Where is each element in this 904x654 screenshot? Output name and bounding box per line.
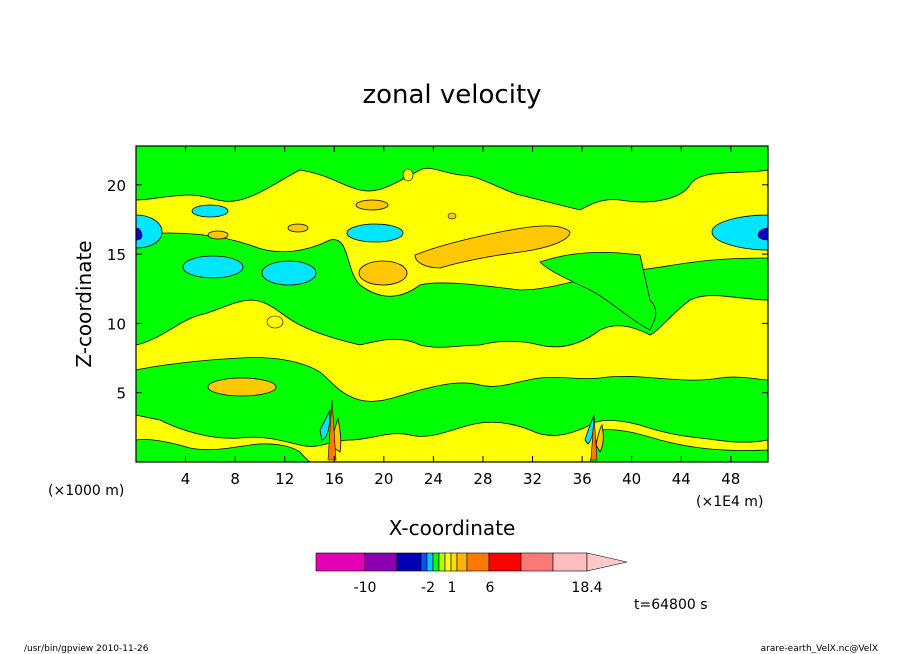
y-axis: 5 10 15 20 <box>107 177 768 403</box>
x-tick-label: 8 <box>230 470 240 488</box>
orange-cell-2 <box>207 377 277 397</box>
colorbar-segment <box>466 552 490 572</box>
orange-contours <box>207 199 604 453</box>
cyan-cell-2 <box>346 223 404 243</box>
colorbar-labels: -10 -2 1 6 18.4 <box>354 580 603 596</box>
colorbar-segment <box>438 552 446 572</box>
plot-area <box>135 145 769 463</box>
colorbar-extend-arrow <box>586 552 628 572</box>
x-tick-label: 12 <box>275 470 294 488</box>
colorbar-label: 6 <box>486 580 495 596</box>
x-tick-label: 44 <box>672 470 691 488</box>
colorbar-label: 1 <box>448 580 457 596</box>
x-tick-label: 28 <box>473 470 492 488</box>
footer-left: /usr/bin/gpview 2010-11-26 <box>24 644 149 654</box>
x-tick-label: 16 <box>325 470 344 488</box>
x-tick-label: 20 <box>374 470 393 488</box>
cyan-cell-right-edge <box>711 214 769 251</box>
orange-cell-5 <box>287 223 309 233</box>
x-tick-label: 32 <box>523 470 542 488</box>
y-axis-label: Z-coordinate <box>72 240 96 367</box>
cyan-cell-3 <box>182 255 244 279</box>
plot-frame <box>135 145 769 463</box>
y-tick-label: 20 <box>107 177 126 195</box>
yellow-island-1 <box>402 168 414 182</box>
orange-cell-1 <box>358 260 408 286</box>
colorbar-segment <box>396 552 422 572</box>
y-tick-label: 5 <box>116 385 126 403</box>
cyan-jet-16 <box>319 409 331 441</box>
x-tick-label: 40 <box>622 470 641 488</box>
contour-green-bottom <box>135 439 312 463</box>
orange-cell-4 <box>207 230 229 240</box>
colorbar-label: -2 <box>421 580 435 596</box>
colorbar-label: 18.4 <box>571 580 602 596</box>
contour-green-right <box>539 251 657 331</box>
orange-dot <box>447 212 457 220</box>
small-features <box>266 168 598 461</box>
colorbar-segment <box>364 552 398 572</box>
colorbar <box>315 552 628 572</box>
y-tick-label: 15 <box>107 246 126 264</box>
cyan-contours <box>135 204 769 445</box>
orange-band <box>414 225 571 269</box>
chart-title: zonal velocity <box>362 80 541 110</box>
colorbar-segment <box>426 552 434 572</box>
footer-right: arare-earth_VelX.nc@VelX <box>761 644 878 654</box>
blue-core-right <box>757 227 769 241</box>
blue-core-left <box>135 227 143 241</box>
contour-green-upper <box>135 145 769 211</box>
x-tick-label: 4 <box>181 470 191 488</box>
y-unit-label: (×1000 m) <box>48 483 124 499</box>
colorbar-segment <box>450 552 458 572</box>
colorbar-segment <box>432 552 440 572</box>
x-tick-label: 24 <box>424 470 443 488</box>
x-tick-label: 36 <box>573 470 592 488</box>
colorbar-segment <box>488 552 522 572</box>
contour-green-lower <box>135 357 769 447</box>
x-unit-label: (×1E4 m) <box>696 494 763 510</box>
blue-contours <box>135 227 769 241</box>
x-axis: 4 8 12 16 20 24 28 32 36 40 44 48 <box>181 146 740 488</box>
colorbar-label: -10 <box>354 580 377 596</box>
colorbar-segment <box>420 552 428 572</box>
colorbar-segment <box>444 552 452 572</box>
colorbar-segment <box>315 552 366 572</box>
orange-cell-3 <box>355 199 389 211</box>
colorbar-segment <box>520 552 554 572</box>
time-label: t=64800 s <box>634 597 708 613</box>
cyan-cell-4 <box>261 260 317 286</box>
jet-core-37 <box>590 414 598 461</box>
jet-core-16 <box>327 399 337 461</box>
cyan-cell-left-edge <box>135 214 163 249</box>
x-tick-label: 48 <box>721 470 740 488</box>
x-axis-label: X-coordinate <box>389 516 516 540</box>
colorbar-segment <box>552 552 588 572</box>
colorbar-segment <box>456 552 468 572</box>
orange-jet-37 <box>595 423 604 453</box>
contour-green-bottom-right <box>589 429 769 463</box>
yellow-island-2 <box>266 315 284 329</box>
cyan-cell-1 <box>191 204 229 218</box>
y-tick-label: 10 <box>107 315 126 333</box>
